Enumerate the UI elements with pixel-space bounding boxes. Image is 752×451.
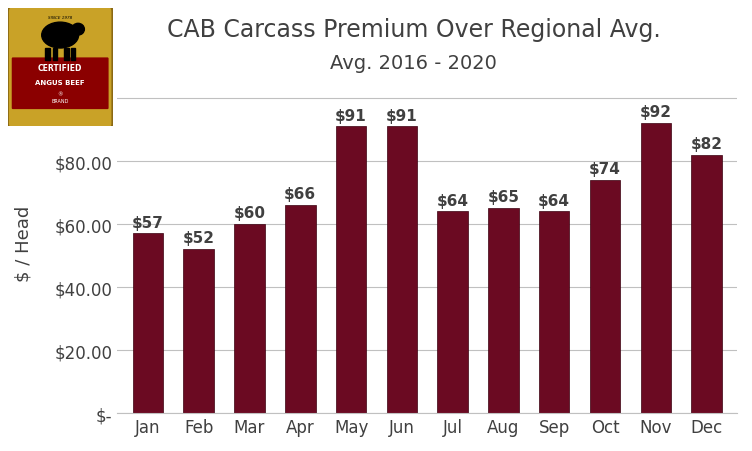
Text: CERTIFIED: CERTIFIED <box>38 64 83 74</box>
Ellipse shape <box>42 23 79 49</box>
Bar <box>488 209 519 413</box>
Text: $66: $66 <box>284 187 317 202</box>
Bar <box>539 212 569 413</box>
Bar <box>132 234 163 413</box>
Bar <box>45 49 50 60</box>
Bar <box>438 212 468 413</box>
FancyBboxPatch shape <box>12 58 108 110</box>
Bar <box>691 155 722 413</box>
Bar <box>387 127 417 413</box>
Text: $65: $65 <box>487 190 520 205</box>
Text: $60: $60 <box>234 206 265 221</box>
Bar <box>235 225 265 413</box>
Bar <box>71 49 75 60</box>
Text: SINCE 1978: SINCE 1978 <box>48 16 72 20</box>
Bar <box>336 127 366 413</box>
Text: $91: $91 <box>335 108 367 123</box>
Text: CAB Carcass Premium Over Regional Avg.: CAB Carcass Premium Over Regional Avg. <box>167 18 660 42</box>
Text: $74: $74 <box>589 162 621 177</box>
Text: $64: $64 <box>538 193 570 208</box>
Text: Avg. 2016 - 2020: Avg. 2016 - 2020 <box>330 54 497 73</box>
Bar <box>53 49 57 60</box>
Text: $52: $52 <box>183 231 215 246</box>
Bar <box>590 180 620 413</box>
Ellipse shape <box>71 24 84 36</box>
Text: ANGUS BEEF: ANGUS BEEF <box>35 80 85 86</box>
Y-axis label: $ / Head: $ / Head <box>15 205 33 281</box>
Text: BRAND: BRAND <box>51 99 69 104</box>
Text: $64: $64 <box>437 193 468 208</box>
Bar <box>641 124 671 413</box>
Bar <box>183 250 214 413</box>
Bar <box>285 206 316 413</box>
FancyBboxPatch shape <box>8 7 113 130</box>
Text: $92: $92 <box>640 105 672 120</box>
Text: $57: $57 <box>132 215 164 230</box>
Text: ®: ® <box>57 92 63 97</box>
Bar <box>65 49 68 60</box>
Text: $82: $82 <box>690 137 723 152</box>
Text: $91: $91 <box>386 108 417 123</box>
